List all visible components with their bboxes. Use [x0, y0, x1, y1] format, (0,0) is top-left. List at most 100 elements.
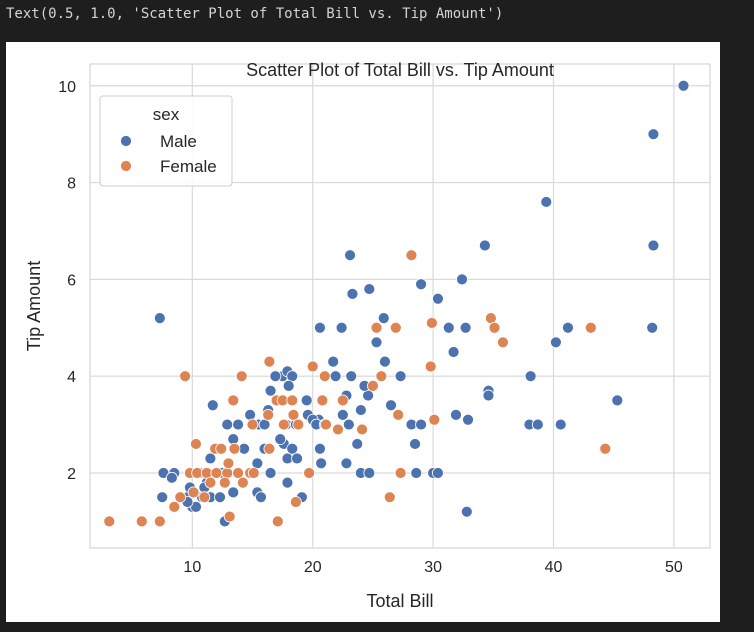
data-point-female — [375, 370, 388, 383]
data-point-female — [215, 442, 228, 455]
data-point-male — [460, 505, 473, 518]
data-point-male — [344, 249, 356, 262]
data-point-male — [450, 408, 462, 421]
y-axis-label: Tip Amount — [24, 261, 44, 351]
data-point-female — [287, 408, 300, 421]
data-point-female — [394, 467, 407, 479]
data-point-male — [346, 287, 359, 300]
data-point-male — [204, 452, 217, 465]
data-point-male — [363, 283, 376, 295]
y-tick-label: 10 — [58, 79, 76, 96]
x-axis-label: Total Bill — [366, 591, 433, 611]
cell-output-text: Text(0.5, 1.0, 'Scatter Plot of Total Bi… — [6, 6, 504, 22]
data-point-male — [345, 370, 358, 383]
data-point-female — [383, 491, 396, 504]
scatter-chart: 10 20 30 40 50 2 4 6 8 10 Scatter Plot of Total … — [24, 60, 711, 611]
data-point-male — [255, 491, 267, 504]
data-point-female — [392, 408, 405, 421]
data-point-male — [342, 418, 355, 431]
y-ticks: 2 4 6 8 10 — [58, 79, 76, 483]
data-point-male — [562, 321, 574, 334]
data-point-female — [103, 515, 116, 528]
data-point-female — [488, 321, 501, 334]
data-point-female — [389, 321, 402, 334]
data-point-male — [482, 389, 495, 402]
data-point-female — [356, 423, 368, 436]
data-point-female — [306, 360, 319, 373]
legend: sex Male Female — [99, 95, 233, 187]
data-point-female — [320, 418, 332, 431]
data-point-male — [677, 79, 690, 92]
data-point-male — [550, 336, 562, 349]
data-point-male — [377, 312, 390, 325]
data-point-male — [327, 355, 340, 368]
data-points — [103, 79, 690, 528]
data-point-male — [340, 457, 353, 470]
series-female — [103, 249, 612, 528]
legend-marker-male — [120, 135, 132, 147]
data-point-female — [153, 515, 166, 528]
y-tick-label: 8 — [67, 176, 76, 193]
data-point-female — [263, 442, 276, 455]
data-point-female — [222, 457, 235, 470]
data-point-female — [584, 321, 597, 334]
data-point-female — [303, 467, 316, 479]
data-point-male — [540, 196, 553, 208]
data-point-male — [456, 273, 468, 286]
data-point-male — [281, 476, 294, 489]
data-point-male — [300, 394, 313, 407]
data-point-female — [179, 370, 192, 383]
x-tick-label: 40 — [545, 559, 563, 576]
data-point-male — [611, 394, 624, 407]
data-point-female — [198, 491, 211, 504]
data-point-female — [247, 467, 260, 479]
data-point-male — [394, 370, 407, 383]
data-point-male — [647, 239, 660, 252]
data-point-female — [235, 370, 248, 383]
data-point-male — [415, 278, 427, 291]
data-point-female — [599, 442, 612, 455]
data-point-male — [291, 452, 303, 465]
data-point-male — [647, 128, 660, 141]
data-point-female — [210, 467, 223, 479]
data-point-male — [282, 379, 295, 392]
data-point-female — [263, 355, 276, 368]
legend-marker-female — [120, 160, 132, 172]
data-point-female — [204, 476, 217, 489]
data-point-male — [363, 467, 376, 479]
data-point-male — [227, 433, 240, 446]
data-point-female — [174, 491, 187, 504]
data-point-male — [447, 346, 460, 358]
data-point-female — [318, 370, 331, 383]
data-point-female — [271, 515, 284, 528]
data-point-female — [405, 249, 418, 262]
data-point-male — [646, 321, 659, 334]
data-point-male — [274, 433, 287, 446]
data-point-female — [292, 418, 305, 431]
data-point-male — [531, 418, 544, 431]
data-point-female — [424, 360, 437, 373]
data-point-female — [289, 496, 302, 508]
data-point-male — [315, 457, 328, 470]
data-point-male — [244, 408, 257, 421]
data-point-female — [190, 438, 202, 450]
data-point-male — [286, 442, 299, 455]
data-point-male — [165, 471, 178, 484]
data-point-female — [370, 321, 383, 334]
data-point-male — [221, 418, 234, 431]
y-tick-label: 4 — [67, 369, 76, 386]
data-point-female — [187, 486, 200, 499]
data-point-female — [236, 476, 249, 489]
data-point-female — [135, 515, 148, 528]
data-point-female — [367, 379, 379, 392]
x-tick-label: 50 — [665, 559, 683, 576]
y-tick-label: 6 — [67, 272, 76, 289]
chart-figure: 10 20 30 40 50 2 4 6 8 10 Scatter Plot of Total … — [6, 42, 720, 622]
data-point-male — [385, 399, 397, 412]
data-point-male — [232, 418, 244, 431]
data-point-male — [336, 408, 349, 421]
data-point-male — [379, 355, 391, 368]
data-point-female — [428, 413, 441, 426]
chart-title: Scatter Plot of Total Bill vs. Tip Amoun… — [246, 60, 554, 80]
data-point-male — [370, 336, 383, 349]
